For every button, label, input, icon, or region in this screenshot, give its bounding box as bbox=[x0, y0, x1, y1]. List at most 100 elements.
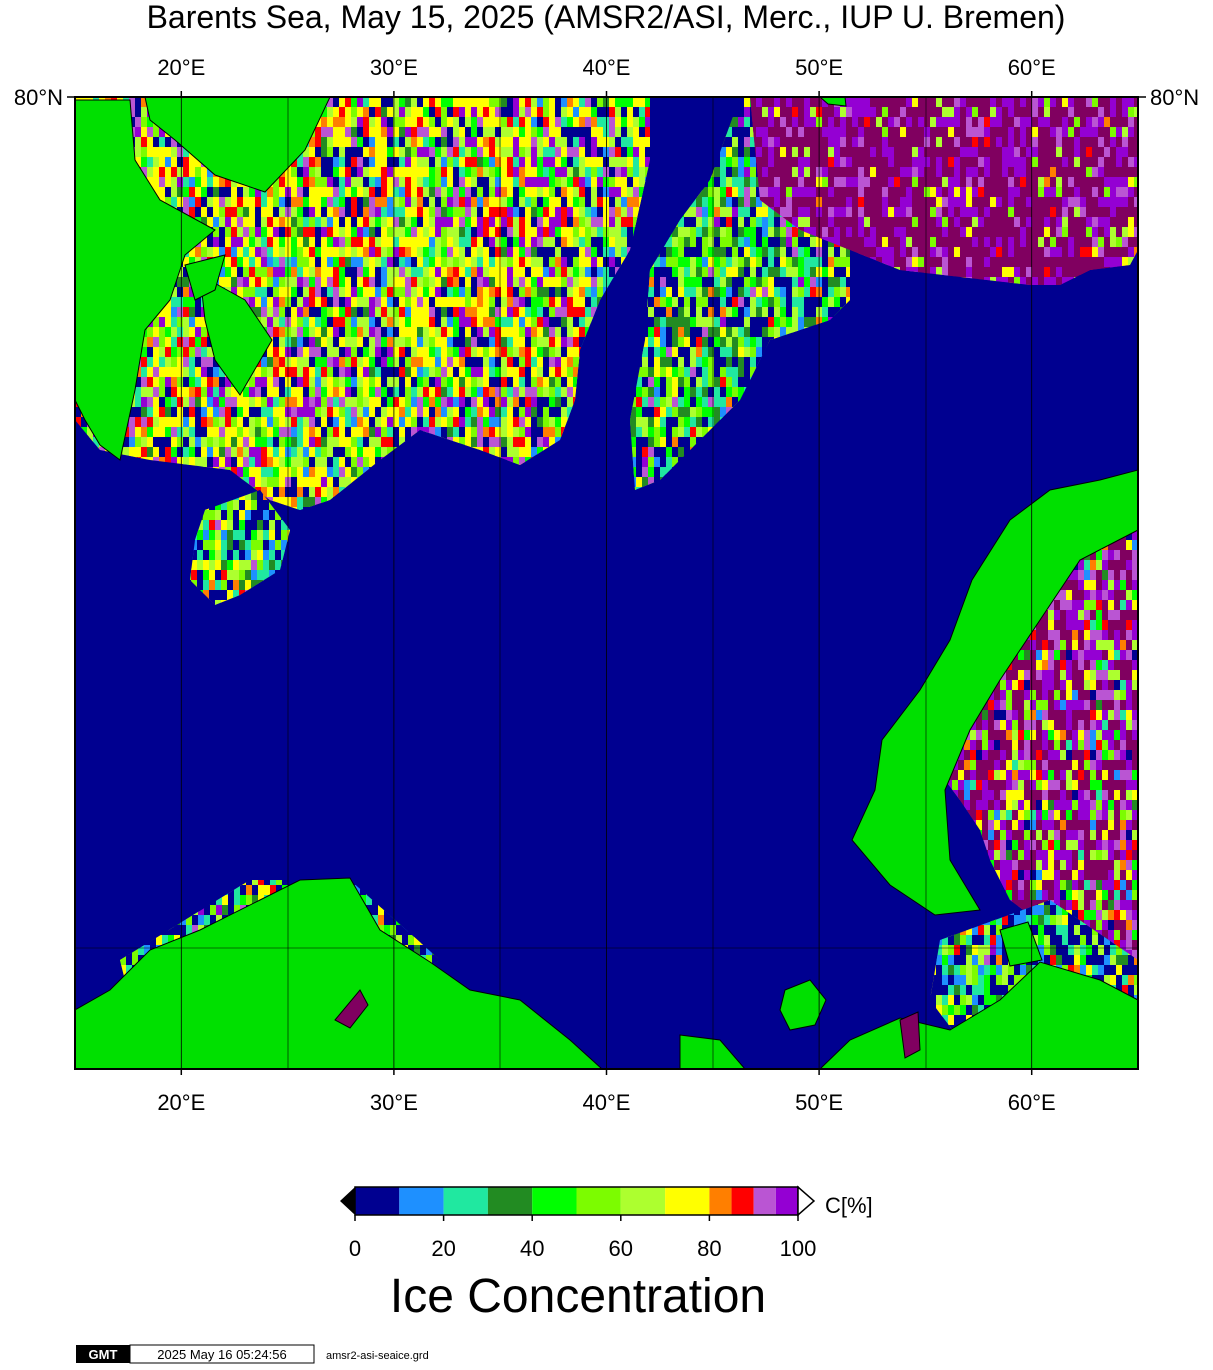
ice-cell bbox=[507, 137, 514, 147]
ice-cell bbox=[678, 327, 685, 337]
ice-cell bbox=[381, 297, 388, 307]
ice-cell bbox=[489, 157, 496, 167]
ice-cell bbox=[786, 257, 793, 267]
ice-cell bbox=[291, 227, 298, 237]
ice-cell bbox=[720, 277, 727, 287]
ice-cell bbox=[423, 247, 430, 257]
ice-cell bbox=[519, 147, 526, 157]
ice-cell bbox=[315, 147, 322, 157]
ice-cell bbox=[351, 137, 358, 147]
ice-cell bbox=[183, 297, 190, 307]
ice-cell bbox=[351, 447, 358, 457]
ice-cell bbox=[477, 317, 484, 327]
ice-cell bbox=[666, 297, 673, 307]
ice-cell bbox=[531, 127, 538, 137]
ice-cell bbox=[537, 447, 544, 457]
ice-cell bbox=[207, 447, 214, 457]
ice-cell bbox=[153, 327, 160, 337]
ice-cell bbox=[744, 247, 751, 257]
ice-cell bbox=[333, 297, 340, 307]
ice-cell bbox=[531, 237, 538, 247]
ice-cell bbox=[615, 207, 622, 217]
ice-cell bbox=[249, 247, 256, 257]
ice-cell bbox=[525, 157, 532, 167]
ice-cell bbox=[153, 387, 160, 397]
ice-cell bbox=[495, 377, 502, 387]
ice-cell bbox=[429, 227, 436, 237]
ice-cell bbox=[750, 317, 757, 327]
ice-cell bbox=[684, 307, 691, 317]
ice-cell bbox=[531, 177, 538, 187]
ice-cell bbox=[297, 177, 304, 187]
ice-cell bbox=[231, 277, 238, 287]
ice-cell bbox=[519, 297, 526, 307]
ice-cell bbox=[720, 227, 727, 237]
ice-cell bbox=[429, 337, 436, 347]
ice-cell bbox=[357, 357, 364, 367]
ice-cell bbox=[177, 337, 184, 347]
ice-cell bbox=[483, 407, 490, 417]
ice-cell bbox=[525, 97, 532, 107]
ice-cell bbox=[537, 407, 544, 417]
ice-cell bbox=[309, 297, 316, 307]
ice-cell bbox=[345, 287, 352, 297]
map-title: Barents Sea, May 15, 2025 (AMSR2/ASI, Me… bbox=[147, 0, 1066, 35]
ice-cell bbox=[696, 347, 703, 357]
ice-cell bbox=[495, 277, 502, 287]
ice-cell bbox=[369, 287, 376, 297]
ice-cell bbox=[633, 177, 640, 187]
ice-cell bbox=[339, 297, 346, 307]
ice-cell bbox=[513, 157, 520, 167]
ice-cell bbox=[585, 97, 592, 107]
ice-cell bbox=[201, 197, 208, 207]
ice-cell bbox=[459, 417, 466, 427]
ice-cell bbox=[393, 397, 400, 407]
ice-cell bbox=[447, 137, 454, 147]
ice-cell bbox=[495, 297, 502, 307]
ice-cell bbox=[732, 197, 739, 207]
ice-cell bbox=[561, 97, 568, 107]
ice-cell bbox=[411, 137, 418, 147]
ice-cell bbox=[387, 137, 394, 147]
ice-cell bbox=[447, 297, 454, 307]
ice-cell bbox=[441, 157, 448, 167]
ice-cell bbox=[345, 277, 352, 287]
ice-cell bbox=[147, 157, 154, 167]
ice-cell bbox=[573, 187, 580, 197]
ice-cell bbox=[732, 147, 739, 157]
ice-cell bbox=[351, 157, 358, 167]
ice-cell bbox=[591, 107, 598, 117]
ice-cell bbox=[165, 367, 172, 377]
ice-cell bbox=[279, 477, 286, 487]
ice-cell bbox=[219, 177, 226, 187]
ice-cell bbox=[489, 357, 496, 367]
ice-cell bbox=[321, 357, 328, 367]
ice-cell bbox=[732, 207, 739, 217]
ice-cell bbox=[177, 437, 184, 447]
ice-cell bbox=[357, 137, 364, 147]
ice-cell bbox=[273, 497, 280, 507]
ice-cell bbox=[303, 187, 310, 197]
ice-cell bbox=[243, 207, 250, 217]
ice-cell bbox=[489, 447, 496, 457]
ice-cell bbox=[495, 117, 502, 127]
ice-cell bbox=[459, 257, 466, 267]
ice-cell bbox=[543, 97, 550, 107]
ice-cell bbox=[375, 287, 382, 297]
ice-cell bbox=[585, 127, 592, 137]
ice-cell bbox=[189, 257, 196, 267]
ice-cell bbox=[375, 437, 382, 447]
ice-cell bbox=[648, 297, 655, 307]
ice-cell bbox=[453, 217, 460, 227]
ice-cell bbox=[579, 227, 586, 237]
ice-cell bbox=[780, 327, 787, 337]
ice-cell bbox=[297, 427, 304, 437]
ice-cell bbox=[309, 387, 316, 397]
ice-cell bbox=[774, 227, 781, 237]
ice-cell bbox=[738, 147, 745, 157]
ice-cell bbox=[477, 97, 484, 107]
ice-cell bbox=[405, 267, 412, 277]
ice-cell bbox=[477, 417, 484, 427]
ice-cell bbox=[513, 307, 520, 317]
ice-cell bbox=[567, 327, 574, 337]
